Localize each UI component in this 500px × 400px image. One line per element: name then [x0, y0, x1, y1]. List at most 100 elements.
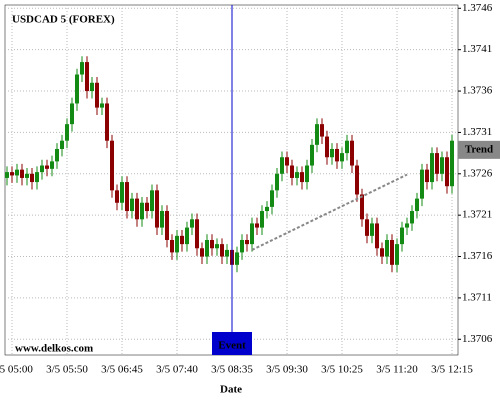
y-tick-label: 1.3706	[462, 333, 493, 345]
candle-body	[65, 124, 69, 141]
candle-body	[110, 140, 114, 191]
candle-body	[15, 169, 19, 176]
chart-title: USDCAD 5 (FOREX)	[12, 14, 115, 26]
candle-body	[310, 144, 314, 166]
candle-body	[340, 153, 344, 162]
candle-body	[130, 198, 134, 212]
candle-body	[5, 172, 9, 178]
candle-body	[145, 202, 149, 212]
candle-body	[385, 239, 389, 257]
watermark: www.delkos.com	[15, 343, 93, 355]
candle-body	[210, 239, 214, 249]
candle-body	[190, 219, 194, 228]
candle-body	[295, 172, 299, 178]
candle-body	[70, 103, 74, 125]
candle-body	[10, 172, 14, 176]
candle-body	[105, 103, 109, 141]
candle-body	[300, 172, 304, 183]
candle-body	[135, 198, 139, 220]
candle-body	[45, 165, 49, 169]
y-tick-label: 1.3721	[462, 209, 492, 221]
y-tick-label: 1.3746	[462, 2, 493, 14]
candle-body	[115, 190, 119, 203]
candle-body	[75, 74, 79, 104]
x-tick-label: 3/5 08:35	[211, 364, 253, 376]
candle-body	[35, 172, 39, 183]
candle-body	[140, 202, 144, 220]
x-tick-label: 3/5 11:20	[376, 364, 418, 376]
candle-body	[40, 165, 44, 173]
candle-body	[235, 252, 239, 265]
candle-body	[215, 244, 219, 249]
candle-body	[250, 223, 254, 245]
candle-body	[280, 157, 284, 174]
candle-body	[265, 206, 269, 212]
y-tick-label: 1.3726	[462, 167, 493, 179]
candle-body	[320, 124, 324, 137]
candle-body	[415, 198, 419, 212]
candle-body	[435, 153, 439, 174]
candle-body	[95, 82, 99, 108]
y-tick-label: 1.3736	[462, 85, 493, 97]
x-tick-label: 3/5 05:00	[0, 364, 33, 376]
candle-body	[200, 248, 204, 257]
candle-body	[225, 249, 229, 257]
x-tick-label: 3/5 05:50	[46, 364, 88, 376]
y-tick-label: 1.3716	[462, 250, 493, 262]
candle-body	[425, 169, 429, 183]
event-box	[212, 332, 252, 355]
candle-body	[125, 182, 129, 212]
candle-body	[220, 244, 224, 257]
candle-body	[20, 169, 24, 178]
candle-body	[445, 157, 449, 187]
candle-body	[195, 219, 199, 249]
y-tick-label: 1.3741	[462, 43, 492, 55]
candle-body	[150, 190, 154, 212]
candle-body	[85, 62, 89, 92]
candle-body	[185, 227, 189, 245]
candle-body	[290, 165, 294, 178]
candle-body	[410, 211, 414, 224]
candle-body	[330, 148, 334, 158]
trend-label: Trend	[465, 143, 493, 155]
x-tick-label: 3/5 09:30	[266, 364, 308, 376]
candle-body	[325, 136, 329, 158]
candle-body	[450, 140, 454, 187]
candle-body	[80, 62, 84, 75]
candle-body	[355, 165, 359, 195]
candle-body	[50, 161, 54, 169]
candle-body	[285, 157, 289, 166]
candle-body	[255, 223, 259, 228]
candle-body	[55, 148, 59, 162]
candle-body	[120, 182, 124, 203]
x-tick-label: 3/5 12:15	[431, 364, 473, 376]
candle-body	[405, 223, 409, 228]
trend-line	[251, 173, 408, 251]
candle-body	[245, 239, 249, 245]
candle-body	[395, 244, 399, 265]
candle-body	[90, 82, 94, 92]
candle-body	[25, 173, 29, 178]
trend-box	[458, 140, 500, 159]
x-tick-label: 3/5 07:40	[156, 364, 198, 376]
candle-body	[440, 157, 444, 174]
x-tick-label: 3/5 06:45	[101, 364, 143, 376]
candle-body	[430, 153, 434, 183]
candle-body	[275, 173, 279, 191]
candle-body	[260, 211, 264, 228]
candle-body	[335, 148, 339, 162]
candle-body	[180, 235, 184, 245]
candle-body	[60, 140, 64, 149]
x-axis-label: Date	[220, 384, 242, 396]
candle-body	[30, 173, 34, 183]
candle-body	[375, 223, 379, 249]
candle-body	[165, 211, 169, 240]
event-label: Event	[218, 340, 246, 352]
candle-body	[380, 248, 384, 257]
candle-body	[345, 140, 349, 154]
candle-body	[240, 239, 244, 253]
candle-body	[305, 165, 309, 183]
y-tick-label: 1.3731	[462, 126, 492, 138]
candle-body	[360, 194, 364, 220]
